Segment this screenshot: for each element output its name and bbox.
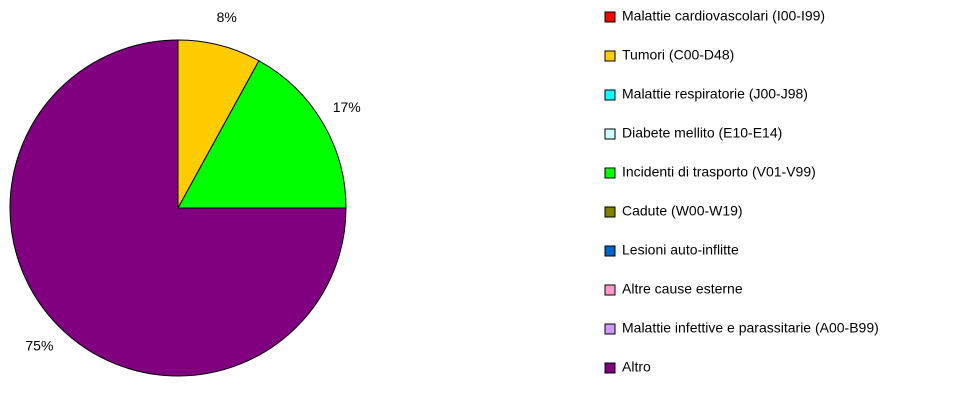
data-label: 8% bbox=[217, 9, 237, 25]
legend-label: Cadute (W00-W19) bbox=[622, 203, 743, 219]
legend-label: Lesioni auto-inflitte bbox=[622, 242, 739, 258]
legend-label: Altro bbox=[622, 359, 651, 375]
legend-label: Tumori (C00-D48) bbox=[622, 47, 734, 63]
legend-swatch bbox=[604, 362, 616, 374]
legend-label: Altre cause esterne bbox=[622, 281, 743, 297]
legend-swatch bbox=[604, 206, 616, 218]
legend-swatch bbox=[604, 323, 616, 335]
legend-swatch bbox=[604, 284, 616, 296]
legend-label: Diabete mellito (E10-E14) bbox=[622, 125, 782, 141]
legend-swatch bbox=[604, 245, 616, 257]
pie-slice bbox=[177, 60, 347, 209]
legend-label: Incidenti di trasporto (V01-V99) bbox=[622, 164, 816, 180]
data-label: 17% bbox=[333, 99, 361, 115]
legend-swatch bbox=[604, 89, 616, 101]
pie-slice bbox=[9, 39, 347, 377]
data-label: 75% bbox=[25, 337, 53, 353]
legend-label: Malattie respiratorie (J00-J98) bbox=[622, 86, 808, 102]
legend-swatch bbox=[604, 11, 616, 23]
legend-swatch bbox=[604, 128, 616, 140]
legend-swatch bbox=[604, 50, 616, 62]
legend-swatch bbox=[604, 167, 616, 179]
legend-label: Malattie infettive e parassitarie (A00-B… bbox=[622, 320, 879, 336]
legend-label: Malattie cardiovascolari (I00-I99) bbox=[622, 8, 825, 24]
